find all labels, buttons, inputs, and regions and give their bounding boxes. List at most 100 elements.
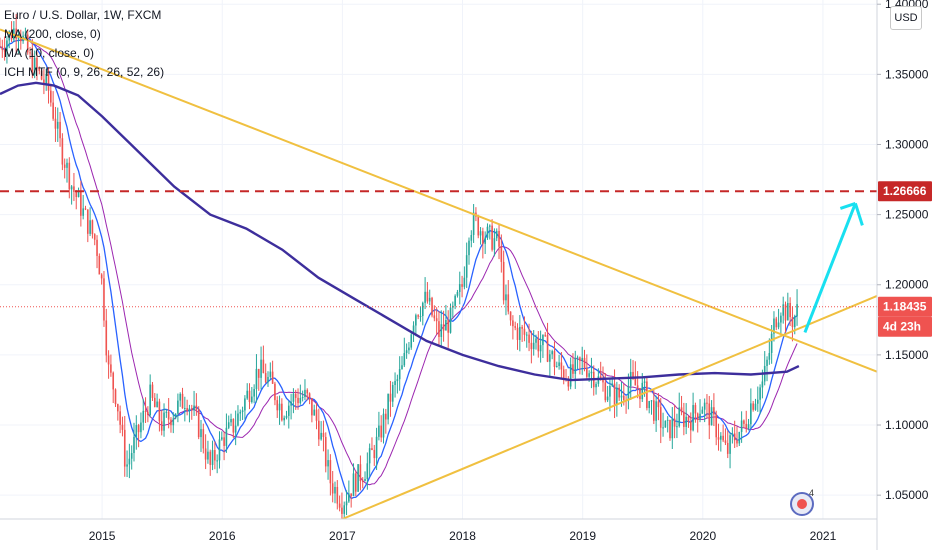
candle-body [525,334,528,336]
candle-body [117,404,119,412]
candle-body [419,316,422,318]
legend-ichimoku[interactable]: ICH MTF (0, 9, 26, 26, 52, 26) [4,65,165,79]
legend-ma10[interactable]: MA (10, close, 0) [4,46,95,60]
candle-body [653,400,655,421]
time-tick-label: 2018 [449,529,476,543]
candle-body [678,407,681,427]
candle-body [366,463,369,480]
ma10-line [0,37,798,500]
candle-body [780,315,782,323]
candle-body [119,411,121,425]
candle-body [103,278,105,321]
price-axis[interactable]: 1.40000 1.35000 1.30000 1.25000 1.20000 1.150… [876,0,932,550]
candle-body [56,121,59,129]
candle-body [495,230,498,239]
candle-body [320,432,322,440]
candle-body [576,357,579,359]
candle-body [200,429,202,438]
candle-body [482,231,484,244]
candle-body [539,345,542,352]
candle-body [766,359,768,366]
trendlines[interactable] [0,28,878,520]
candle-body [327,460,329,467]
candle-body [8,31,11,41]
ma200-line [0,81,800,382]
candle-body [322,432,325,437]
candle-body [708,403,711,426]
candle-body [202,429,205,449]
candle-body [251,396,253,403]
candle-body [724,440,727,443]
candle-body [417,315,419,317]
candle-body [343,505,346,514]
candle-body [170,419,172,426]
candle-body [98,255,101,275]
candle-body [368,448,371,464]
candle-body [378,425,380,437]
candle-body [313,409,316,416]
candle-body [315,409,318,421]
candle-body [232,418,235,433]
candle-body [521,326,523,329]
candle-body [731,433,734,436]
candle-body [415,315,417,326]
candle-body [214,450,216,461]
candle-body [70,186,73,190]
candle-body [768,352,771,360]
candle-body [186,407,188,412]
candle-body [89,220,91,234]
candle-body [646,381,648,409]
candle-body [720,435,722,440]
price-tick-label: 1.30000 [885,137,929,151]
candle-body [158,401,161,422]
candle-body [729,435,731,454]
candle-body [375,436,378,459]
candle-body [586,367,588,377]
candle-body [542,334,544,346]
candle-body [488,225,491,227]
candle-body [177,400,179,414]
candle-body [662,427,664,429]
legend-title: Euro / U.S. Dollar, 1W, FXCM [4,8,162,22]
svg-text:4: 4 [809,488,814,498]
candle-body [96,239,98,256]
candle-body [195,405,198,410]
candle-body [613,383,616,405]
candle-body [45,74,48,85]
candle-body [424,291,426,303]
candle-body [121,424,124,430]
horizontal-levels[interactable] [0,190,877,308]
candle-body [149,384,151,416]
candle-body [537,338,540,352]
candle-body [410,334,413,348]
candle-body [463,277,466,287]
candle-body [514,326,517,328]
candle-body [717,437,720,440]
candle-body [385,413,387,420]
candle-body [184,407,186,409]
candle-body [230,418,232,423]
candle-body [528,334,530,343]
candle-body [218,439,221,461]
currency-badge[interactable]: USD [890,6,922,30]
candle-body [285,415,288,418]
candle-body [452,305,454,308]
candle-body [706,402,708,404]
candle-body [209,451,212,465]
candle-body [491,225,493,250]
candle-body [311,398,313,416]
candle-body [179,393,182,401]
projection-arrow[interactable] [803,201,864,333]
target-price-label-background [878,181,932,202]
legend-ma200[interactable]: MA (200, close, 0) [4,27,101,41]
candle-body [428,297,431,302]
candle-body [107,355,110,365]
candle-body [796,304,798,317]
candle-body [278,403,281,411]
candle-body [33,57,36,75]
candle-body [683,411,685,427]
time-axis[interactable]: 2015 2016 2017 2018 2019 2020 2021 [0,518,932,550]
candle-body [220,437,223,440]
